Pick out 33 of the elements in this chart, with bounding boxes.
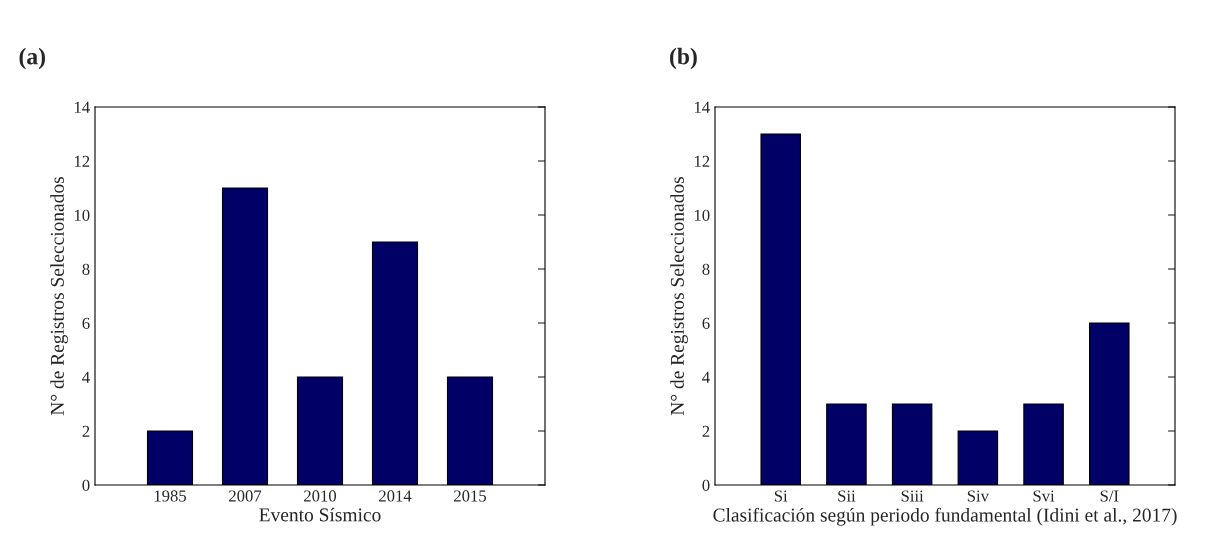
y-tick-label: 14 xyxy=(74,101,90,113)
y-tick-label: 8 xyxy=(702,263,710,275)
y-tick-label: 8 xyxy=(82,263,90,275)
chart-title: (a) xyxy=(19,47,45,70)
y-tick-label: 0 xyxy=(702,479,710,491)
y-tick-label: 12 xyxy=(694,155,710,167)
y-tick-label: 10 xyxy=(694,209,710,221)
x-tick-label: 2007 xyxy=(229,490,262,502)
x-axis-title: Clasificación según periodo fundamental (Idini et al., 2017) xyxy=(713,507,1177,526)
y-tick-label: 2 xyxy=(82,425,90,437)
y-tick-label: 4 xyxy=(702,371,710,383)
x-tick-label: Siv xyxy=(967,490,989,502)
y-tick-label: 2 xyxy=(702,425,710,437)
x-tick-label: Sii xyxy=(838,490,856,502)
y-tick-label: 6 xyxy=(82,317,90,329)
y-tick-label: 14 xyxy=(694,101,710,113)
chart-title: (b) xyxy=(670,47,697,70)
x-tick-label: 2015 xyxy=(454,490,487,502)
y-tick-label: 12 xyxy=(74,155,90,167)
x-tick-label: S/I xyxy=(1100,490,1119,502)
x-tick-label: Svi xyxy=(1033,490,1055,502)
x-tick-label: 1985 xyxy=(154,490,187,502)
y-axis-title: N° de Registros Seleccionados xyxy=(670,176,688,416)
y-tick-label: 6 xyxy=(702,317,710,329)
x-tick-label: Siii xyxy=(901,490,924,502)
x-axis-title: Evento Sísmico xyxy=(259,507,381,522)
y-tick-label: 4 xyxy=(82,371,90,383)
y-tick-label: 10 xyxy=(74,209,90,221)
y-tick-label: 0 xyxy=(82,479,90,491)
x-tick-label: 2014 xyxy=(379,490,412,502)
y-axis-title: N° de Registros Seleccionados xyxy=(50,176,68,416)
x-tick-label: 2010 xyxy=(304,490,337,502)
x-tick-label: Si xyxy=(774,490,788,502)
